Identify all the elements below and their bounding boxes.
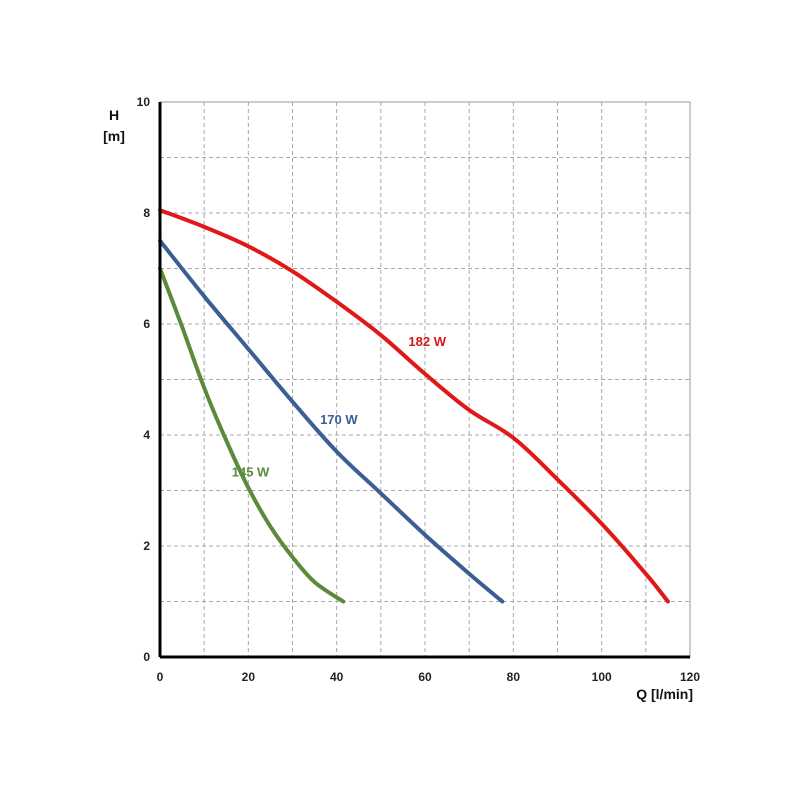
y-tick-label: 4 <box>143 428 150 442</box>
x-tick-label: 120 <box>680 670 700 684</box>
y-tick-label: 10 <box>137 95 151 109</box>
tick-labels: 0 20 40 60 80 100 120 0 2 4 6 8 10 <box>137 95 701 684</box>
x-axis-title: Q [l/min] <box>636 686 693 702</box>
series-line-182w <box>158 208 670 604</box>
y-tick-label: 2 <box>143 539 150 553</box>
curves <box>158 208 670 604</box>
series-label-145w: 145 W <box>232 465 270 480</box>
x-tick-label: 20 <box>242 670 256 684</box>
y-tick-label: 6 <box>143 317 150 331</box>
x-tick-label: 100 <box>592 670 612 684</box>
x-tick-label: 0 <box>157 670 164 684</box>
y-axis-title-symbol: H <box>109 107 119 123</box>
grid <box>160 102 690 657</box>
y-tick-label: 8 <box>143 206 150 220</box>
series-line-145w <box>158 266 346 604</box>
series-label-170w: 170 W <box>320 412 358 427</box>
y-axis-title-unit: [m] <box>103 128 125 144</box>
x-tick-label: 80 <box>507 670 521 684</box>
x-tick-label: 40 <box>330 670 344 684</box>
series-labels: 182 W 170 W 145 W <box>232 334 447 479</box>
series-line-170w <box>158 238 505 604</box>
series-label-182w: 182 W <box>408 334 446 349</box>
y-tick-label: 0 <box>143 650 150 664</box>
x-tick-label: 60 <box>418 670 432 684</box>
